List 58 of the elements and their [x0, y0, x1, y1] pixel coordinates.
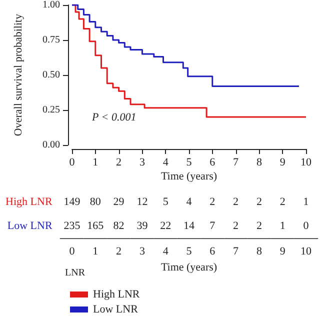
data-label: 29 — [113, 196, 125, 208]
annotation: P < 0.001 — [91, 112, 136, 124]
x-tick-label: 1 — [92, 246, 98, 258]
x-axis-title: Time (years) — [160, 261, 218, 274]
x-tick-label: 6 — [210, 246, 216, 258]
data-label: 2 — [233, 196, 239, 208]
data-label: 2 — [233, 220, 239, 232]
data-label: 2 — [210, 196, 216, 208]
x-tick-label: 0 — [69, 246, 76, 258]
x-tick-label: 3 — [139, 246, 146, 258]
data-label: 149 — [64, 196, 81, 208]
data-label: 235 — [64, 220, 81, 232]
x-tick-label: 5 — [186, 156, 192, 168]
data-label: 2 — [256, 220, 262, 232]
y-tick-label: 0.75 — [42, 34, 60, 46]
data-label: 7 — [210, 220, 216, 232]
x-tick-label: 10 — [300, 246, 312, 258]
x-tick-label: 2 — [116, 246, 122, 258]
data-label: 12 — [136, 196, 148, 208]
x-tick-label: 1 — [92, 156, 98, 168]
x-tick-label: 7 — [233, 156, 240, 168]
data-label: 14 — [184, 220, 195, 232]
legend-title: LNR — [65, 268, 86, 278]
y-tick-label: High LNR — [6, 196, 53, 208]
y-tick-label: 0.25 — [42, 104, 60, 116]
x-tick-label: 0 — [69, 156, 76, 168]
data-label: 82 — [113, 220, 124, 232]
data-label: 1 — [303, 196, 309, 208]
y-tick-label: 1.00 — [42, 0, 60, 10]
data-label: 5 — [162, 196, 169, 208]
x-tick-label: 2 — [116, 156, 122, 168]
x-tick-label: 7 — [233, 246, 240, 258]
data-label: 4 — [186, 196, 192, 208]
x-tick-label: 9 — [280, 246, 286, 258]
data-label: 2 — [256, 196, 262, 208]
data-label: 1 — [280, 220, 286, 232]
x-tick-label: 10 — [300, 156, 312, 168]
legend-label: High LNR — [93, 288, 140, 300]
x-tick-label: 6 — [210, 156, 216, 168]
y-axis-title: Overall survival probability — [12, 13, 24, 136]
x-tick-label: 5 — [186, 246, 192, 258]
x-tick-label: 8 — [256, 246, 262, 258]
x-tick-label: 9 — [280, 156, 286, 168]
x-axis-title: Time (years) — [160, 170, 218, 182]
y-tick-label: 0.00 — [42, 140, 60, 150]
y-tick-label: 0.50 — [42, 70, 60, 80]
x-tick-label: 4 — [162, 156, 169, 168]
data-label: 80 — [90, 196, 102, 208]
x-tick-label: 4 — [162, 246, 169, 258]
data-label: 2 — [280, 196, 286, 208]
x-tick-label: 3 — [139, 156, 146, 168]
data-label: 165 — [87, 220, 104, 232]
legend-label: Low LNR — [93, 304, 139, 316]
data-label: 0 — [303, 220, 310, 232]
y-tick-label: Low LNR — [7, 220, 53, 232]
data-label: 22 — [160, 220, 172, 232]
x-tick-label: 8 — [256, 156, 262, 168]
data-label: 39 — [136, 220, 148, 232]
